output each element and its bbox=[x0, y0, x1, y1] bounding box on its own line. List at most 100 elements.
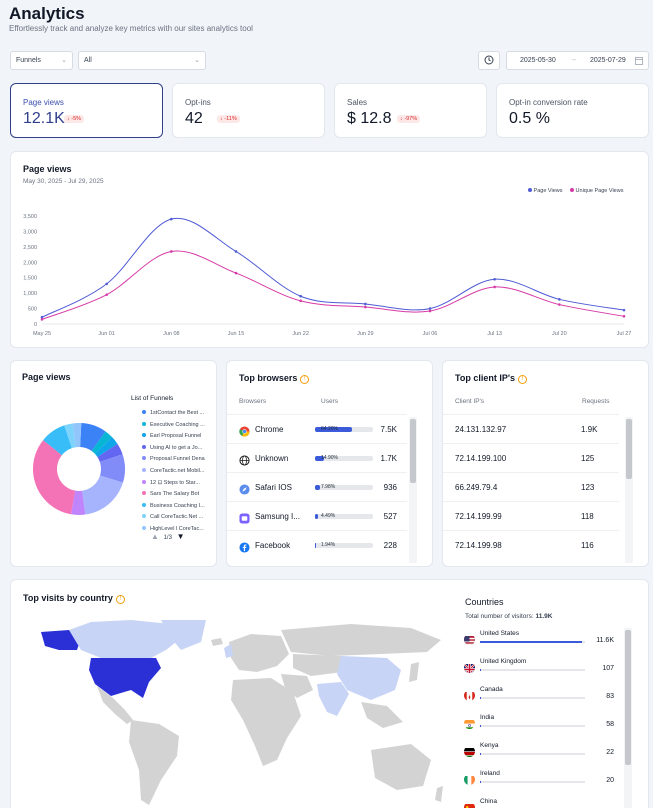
map-region-uk bbox=[224, 644, 233, 658]
legend-label: Earl Proposal Funnel bbox=[150, 433, 202, 440]
scope-select-value: All bbox=[84, 57, 92, 64]
col-head-users: Users bbox=[321, 398, 338, 405]
data-point[interactable] bbox=[428, 307, 432, 310]
funnel-legend-item[interactable]: 12 ⊡ Steps to Star... bbox=[142, 479, 200, 486]
country-row[interactable]: Ireland 20 bbox=[464, 770, 614, 798]
client-ip: 66.249.79.4 bbox=[455, 483, 498, 492]
ip-row[interactable]: 24.131.132.97 1.9K bbox=[443, 414, 619, 443]
funnel-legend-item[interactable]: Using AI to get a Jo... bbox=[142, 444, 202, 451]
country-row[interactable]: India 58 bbox=[464, 714, 614, 742]
pager-up-icon[interactable]: ▲ bbox=[151, 532, 159, 541]
donut-slice[interactable] bbox=[43, 425, 72, 456]
info-icon[interactable]: ! bbox=[300, 375, 310, 384]
funnel-legend-item[interactable]: Proposal Funnel Dena bbox=[142, 456, 205, 462]
pager-label: 1/3 bbox=[163, 535, 172, 541]
x-tick-label: Jul 13 bbox=[487, 331, 502, 337]
data-point[interactable] bbox=[105, 282, 108, 286]
kpi-card-opt-ins[interactable]: Opt-ins 42 ↓ -11% bbox=[172, 83, 325, 138]
country-visitors: 58 bbox=[606, 721, 614, 728]
pager-down-icon[interactable]: ▼ bbox=[176, 532, 185, 541]
type-select[interactable]: Funnels ⌄ bbox=[10, 51, 73, 70]
browser-row[interactable]: Unknown 14.90% 1.7K bbox=[227, 443, 407, 472]
country-row[interactable]: Canada 83 bbox=[464, 686, 614, 714]
donut-slice[interactable] bbox=[82, 475, 123, 515]
info-icon[interactable]: ! bbox=[517, 375, 527, 384]
legend-dot bbox=[142, 526, 146, 530]
facebook-icon bbox=[239, 540, 250, 558]
data-point[interactable] bbox=[364, 305, 367, 309]
data-point[interactable] bbox=[622, 314, 626, 318]
data-point[interactable] bbox=[299, 294, 302, 298]
countries-scrollbar[interactable] bbox=[624, 628, 632, 808]
scrollbar-thumb[interactable] bbox=[625, 630, 631, 765]
donut-slice[interactable] bbox=[64, 423, 76, 449]
kpi-card-page-views[interactable]: Page views 12.1K ↓ -5% bbox=[10, 83, 163, 138]
donut-slice[interactable] bbox=[70, 490, 86, 515]
browser-row[interactable]: Facebook 1.94% 228 bbox=[227, 530, 407, 559]
data-point[interactable] bbox=[105, 293, 108, 296]
info-icon[interactable]: ! bbox=[115, 595, 125, 604]
donut-slice[interactable] bbox=[94, 437, 118, 457]
date-range-picker[interactable]: 2025-05-30 → 2025-07-29 bbox=[506, 51, 649, 70]
kpi-card-optin-conversion[interactable]: Opt-in conversion rate 0.5 % bbox=[496, 83, 649, 138]
data-point[interactable] bbox=[299, 299, 302, 303]
browser-row[interactable]: Chrome 64.20% 7.5K bbox=[227, 414, 407, 443]
funnel-legend-item[interactable]: Call CoreTactic.Net ... bbox=[142, 514, 203, 520]
ips-scrollbar[interactable] bbox=[625, 417, 633, 563]
ip-row[interactable]: 72.14.199.99 118 bbox=[443, 501, 619, 530]
data-point[interactable] bbox=[493, 277, 496, 281]
donut-slice[interactable] bbox=[80, 423, 106, 452]
browser-row[interactable]: Samsung I... 4.49% 527 bbox=[227, 501, 407, 530]
browser-share-fill bbox=[315, 514, 318, 519]
ip-row[interactable]: 72.14.199.98 116 bbox=[443, 530, 619, 559]
refresh-button[interactable] bbox=[478, 51, 500, 70]
country-row[interactable]: Kenya 22 bbox=[464, 742, 614, 770]
country-row[interactable]: United States 11.6K bbox=[464, 630, 614, 658]
country-row[interactable]: United Kingdom 107 bbox=[464, 658, 614, 686]
y-tick-label: 3,000 bbox=[23, 229, 37, 235]
data-point[interactable] bbox=[622, 308, 626, 312]
kpi-card-sales[interactable]: Sales $ 12.8 ↓ -97% bbox=[334, 83, 487, 138]
donut-slice[interactable] bbox=[97, 443, 123, 462]
ip-row[interactable]: 66.249.79.4 123 bbox=[443, 472, 619, 501]
funnel-legend-item[interactable]: Sars The Salary Bot bbox=[142, 491, 199, 497]
country-row[interactable]: China bbox=[464, 798, 614, 808]
donut-slice[interactable] bbox=[32, 440, 76, 515]
samsung-icon bbox=[239, 511, 250, 529]
data-point[interactable] bbox=[558, 303, 561, 306]
data-point[interactable] bbox=[234, 250, 238, 253]
data-point[interactable] bbox=[170, 250, 173, 253]
funnel-legend-item[interactable]: CoreTactic.net Mobil... bbox=[142, 468, 204, 474]
data-point[interactable] bbox=[558, 298, 561, 301]
data-point[interactable] bbox=[170, 217, 173, 221]
donut-slice[interactable] bbox=[99, 454, 125, 483]
funnel-legend-item[interactable]: HighLevel l CoreTac... bbox=[142, 526, 204, 532]
x-tick-label: Jul 20 bbox=[552, 331, 567, 337]
scope-select[interactable]: All ⌄ bbox=[78, 51, 206, 70]
browsers-scrollbar[interactable] bbox=[409, 417, 417, 563]
series-line-page-views bbox=[41, 217, 625, 318]
legend-label: Business Coaching I... bbox=[150, 502, 205, 509]
funnel-legend-item[interactable]: 1stContact the Best ... bbox=[142, 410, 204, 416]
data-point[interactable] bbox=[40, 318, 44, 321]
funnel-legend-item[interactable]: Executive Coaching ... bbox=[142, 421, 205, 428]
data-point[interactable] bbox=[40, 315, 44, 319]
legend-label: Sars The Salary Bot bbox=[150, 491, 200, 498]
funnel-legend-item[interactable]: Business Coaching I... bbox=[142, 502, 205, 509]
scrollbar-thumb[interactable] bbox=[410, 419, 416, 483]
donut-chart bbox=[32, 423, 125, 515]
data-point[interactable] bbox=[364, 302, 367, 306]
data-point[interactable] bbox=[234, 271, 238, 275]
map-region-australia bbox=[371, 744, 431, 790]
legend-dot bbox=[142, 444, 146, 449]
map-title-text: Top visits by country bbox=[23, 593, 113, 603]
data-point[interactable] bbox=[493, 285, 496, 289]
scrollbar-thumb[interactable] bbox=[626, 419, 632, 479]
donut-slice[interactable] bbox=[72, 423, 82, 448]
funnel-legend-item[interactable]: Earl Proposal Funnel bbox=[142, 433, 201, 439]
world-map[interactable] bbox=[31, 620, 451, 808]
ip-row[interactable]: 72.14.199.100 125 bbox=[443, 443, 619, 472]
browser-row[interactable]: Safari IOS 7.98% 936 bbox=[227, 472, 407, 501]
data-point[interactable] bbox=[428, 309, 432, 313]
donut-slice[interactable] bbox=[91, 431, 113, 454]
